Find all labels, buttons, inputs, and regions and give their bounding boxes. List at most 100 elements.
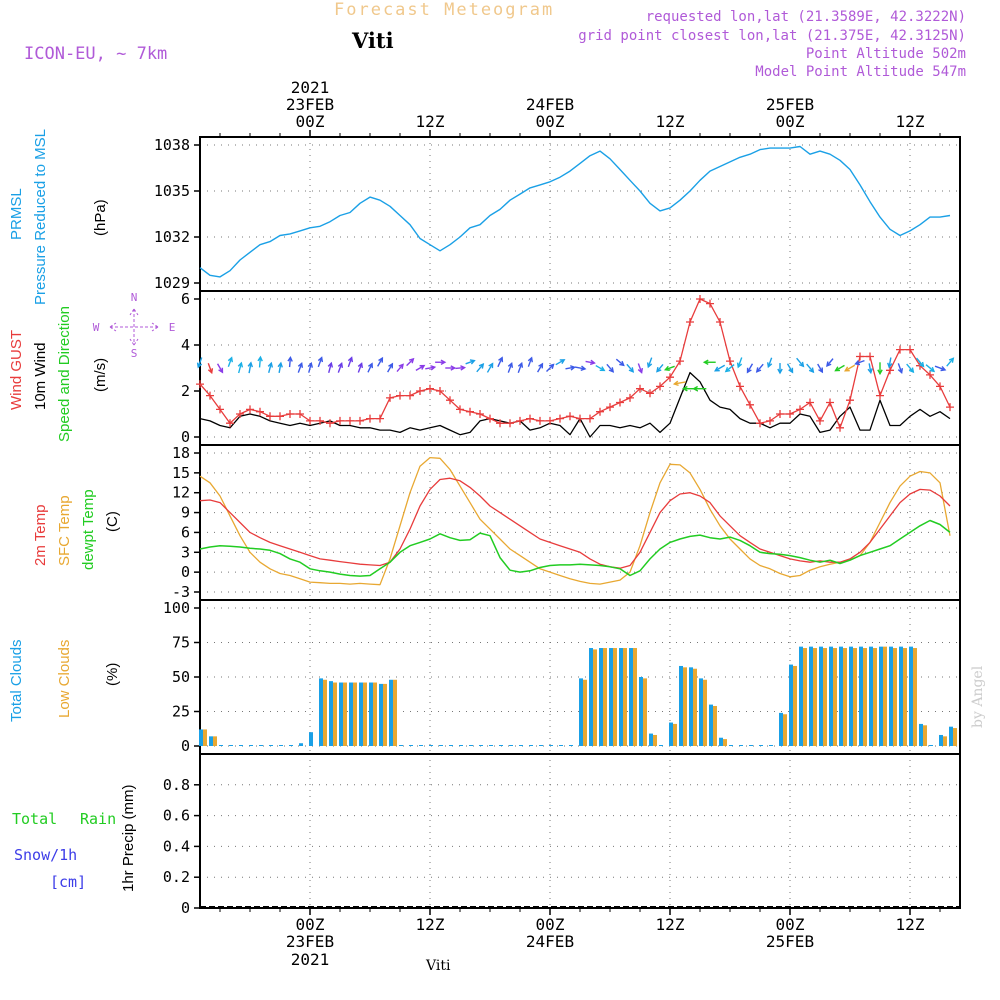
y-tick-label: -3 bbox=[172, 583, 190, 601]
total-cloud-bar bbox=[889, 646, 893, 746]
gust-marker bbox=[586, 414, 594, 423]
gust-marker bbox=[576, 414, 584, 423]
x-tick-label-bottom: 12Z bbox=[896, 915, 925, 934]
wind-arrow bbox=[615, 358, 625, 366]
x-tick-label-top: 12Z bbox=[896, 112, 925, 131]
gust-marker bbox=[746, 400, 754, 409]
wind-arrow-head bbox=[692, 385, 698, 392]
low-cloud-bar bbox=[803, 648, 807, 746]
total-cloud-bar bbox=[209, 736, 213, 746]
precip-label-snow: Snow/1h bbox=[14, 846, 78, 864]
total-cloud-bar bbox=[739, 745, 743, 746]
wind-arrow-head bbox=[681, 385, 688, 392]
total-cloud-bar bbox=[629, 648, 633, 746]
wind-arrow bbox=[308, 363, 312, 373]
wind-arrow-head bbox=[337, 362, 344, 368]
wind-arrow-head bbox=[218, 367, 224, 374]
wind-arrow bbox=[934, 365, 946, 371]
wind-arrow bbox=[868, 363, 872, 373]
total-cloud-bar bbox=[799, 646, 803, 746]
wind-arrow-head bbox=[724, 367, 731, 373]
low-cloud-bar bbox=[863, 648, 867, 746]
total-cloud-bar bbox=[949, 726, 953, 746]
low-cloud-bar bbox=[723, 739, 727, 746]
low-cloud-bar bbox=[953, 728, 957, 746]
wind-arrow-head bbox=[440, 359, 447, 366]
precip-label-cm: [cm] bbox=[50, 873, 87, 891]
wind-arrow-head bbox=[908, 367, 915, 374]
y-tick-label: 18 bbox=[172, 444, 190, 462]
wind-arrow-head bbox=[478, 363, 485, 369]
t2m-line bbox=[199, 477, 951, 569]
gust-marker bbox=[866, 352, 874, 361]
wind-arrow-head bbox=[589, 359, 596, 366]
gust-marker bbox=[816, 416, 824, 425]
y-tick-label: 6 bbox=[181, 290, 190, 308]
total-cloud-bar bbox=[849, 646, 853, 746]
wind-arrow bbox=[216, 363, 224, 373]
gust-marker bbox=[326, 419, 334, 428]
wind-arrow-head bbox=[430, 365, 437, 371]
wind-arrow bbox=[476, 363, 484, 373]
low-cloud-bar bbox=[883, 646, 887, 746]
x-tick-label-top: 12Z bbox=[656, 112, 685, 131]
wind-arrow-head bbox=[527, 356, 533, 363]
total-cloud-bar bbox=[419, 745, 423, 746]
total-cloud-bar bbox=[259, 745, 263, 746]
day-label-bottom: 25FEB bbox=[766, 932, 814, 951]
gust-marker bbox=[876, 391, 884, 400]
total-cloud-bar bbox=[459, 745, 463, 746]
wind-arrow-head bbox=[746, 367, 752, 374]
wind-arrow bbox=[844, 364, 856, 372]
wind-arrow bbox=[585, 360, 595, 364]
gust-marker bbox=[516, 416, 524, 425]
wind-arrow bbox=[455, 366, 465, 370]
gust-marker bbox=[566, 412, 574, 421]
total-cloud-bar bbox=[539, 745, 543, 746]
total-cloud-bar bbox=[449, 745, 453, 746]
total-cloud-bar bbox=[899, 646, 903, 746]
low-cloud-bar bbox=[343, 682, 347, 746]
panel-frame bbox=[199, 444, 961, 601]
y-tick-label: 15 bbox=[172, 464, 190, 482]
y-tick-label: 0 bbox=[181, 428, 190, 446]
wind-arrow-head bbox=[287, 355, 293, 362]
low-cloud-bar bbox=[363, 682, 367, 746]
requested-coords: requested lon,lat (21.3589E, 42.3222N) bbox=[645, 9, 966, 25]
wind-arrow-head bbox=[237, 361, 244, 368]
wind-arrow-head bbox=[378, 356, 384, 363]
gust-marker bbox=[426, 384, 434, 393]
y-tick-label: 0 bbox=[181, 737, 190, 755]
wind-arrow bbox=[946, 357, 954, 367]
sfc-temp-line bbox=[199, 456, 951, 586]
wind-arrow-head bbox=[867, 368, 873, 375]
low-cloud-bar bbox=[893, 648, 897, 746]
wind-arrow-head bbox=[450, 365, 457, 371]
wind-arrow bbox=[465, 360, 475, 365]
wind-arrow-head bbox=[388, 362, 394, 369]
wind-arrow-head bbox=[196, 362, 203, 369]
y-tick-label: 100 bbox=[163, 599, 190, 617]
wind-arrow-head bbox=[419, 364, 426, 370]
total-cloud-bar bbox=[299, 743, 303, 746]
wind-arrow-head bbox=[877, 369, 883, 376]
wind-arrow bbox=[897, 363, 903, 373]
wind-arrow bbox=[915, 357, 925, 367]
low-cloud-bar bbox=[613, 648, 617, 746]
gust-marker bbox=[436, 387, 444, 395]
wind-arrow bbox=[268, 362, 272, 374]
gust-marker bbox=[936, 382, 944, 391]
wind-arrow bbox=[806, 363, 814, 373]
wind-arrow-head bbox=[498, 356, 504, 363]
total-cloud-bar bbox=[349, 682, 353, 746]
y-tick-label: 50 bbox=[172, 668, 190, 686]
total-cloud-bar bbox=[589, 648, 593, 746]
total-cloud-bar bbox=[249, 745, 253, 746]
wind-arrow-head bbox=[948, 357, 955, 363]
gust-marker bbox=[636, 384, 644, 393]
wind-arrow bbox=[767, 357, 773, 367]
low-cloud-bar bbox=[873, 648, 877, 746]
wind-arrow bbox=[357, 363, 363, 373]
model-altitude: Model Point Altitude 547m bbox=[755, 64, 966, 80]
